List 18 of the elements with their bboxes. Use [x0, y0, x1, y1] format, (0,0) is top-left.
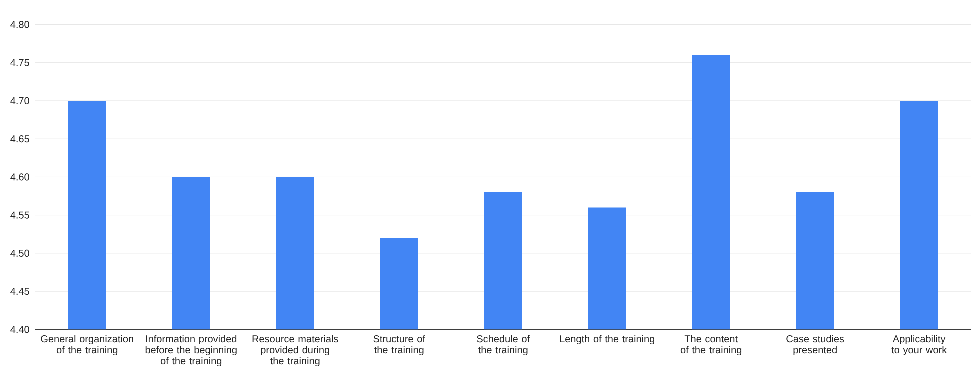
y-tick-label: 4.40	[10, 326, 30, 334]
y-tick-label: 4.60	[10, 174, 30, 181]
y-tick-label: 4.45	[10, 288, 30, 296]
y-tick-label: 4.80	[10, 21, 30, 28]
y-tick-label: 4.50	[10, 250, 30, 257]
x-tick-label: The content of the training	[680, 335, 742, 356]
y-tick-label: 4.55	[10, 212, 30, 219]
y-tick-label: 4.65	[10, 136, 30, 143]
x-tick-label: Information provided before the beginning of the training	[146, 335, 237, 367]
x-tick-label: Structure of the training	[374, 335, 426, 356]
x-tick-label: General organization of the training	[41, 335, 134, 356]
x-tick-label: Case studies presented	[786, 335, 844, 356]
x-tick-label: Length of the training	[560, 335, 655, 345]
x-tick-label: Resource materials provided during the training	[252, 335, 338, 367]
y-tick-label: 4.70	[10, 97, 30, 105]
x-tick-label: Applicability to your work	[892, 335, 948, 356]
y-tick-label: 4.75	[10, 59, 30, 66]
x-tick-label: Schedule of the training	[477, 335, 530, 356]
